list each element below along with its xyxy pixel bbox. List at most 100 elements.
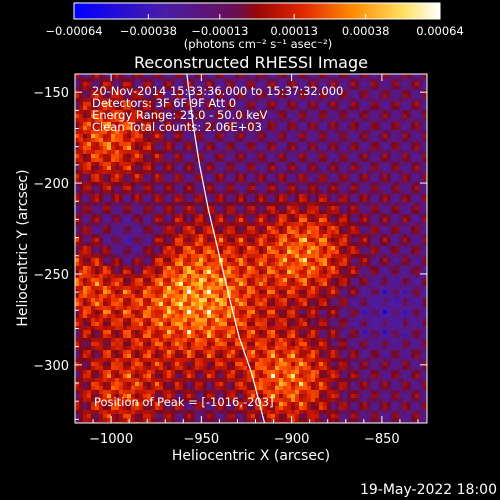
- heatmap-cell: [159, 90, 163, 94]
- heatmap-cell: [423, 142, 427, 146]
- heatmap-cell: [383, 254, 387, 258]
- heatmap-cell: [91, 150, 95, 154]
- heatmap-cell: [387, 286, 391, 290]
- heatmap-cell: [383, 186, 387, 190]
- heatmap-cell: [83, 298, 87, 302]
- heatmap-cell: [111, 202, 115, 206]
- heatmap-cell: [83, 178, 87, 182]
- heatmap-cell: [331, 110, 335, 114]
- heatmap-cell: [243, 166, 247, 170]
- heatmap-cell: [311, 110, 315, 114]
- heatmap-cell: [223, 94, 227, 98]
- heatmap-cell: [187, 174, 191, 178]
- heatmap-cell: [375, 234, 379, 238]
- heatmap-cell: [215, 118, 219, 122]
- heatmap-cell: [379, 102, 383, 106]
- heatmap-cell: [207, 250, 211, 254]
- heatmap-cell: [171, 274, 175, 278]
- heatmap-cell: [307, 274, 311, 278]
- heatmap-cell: [351, 222, 355, 226]
- heatmap-cell: [311, 178, 315, 182]
- heatmap-cell: [195, 174, 199, 178]
- heatmap-cell: [287, 78, 291, 82]
- heatmap-cell: [191, 150, 195, 154]
- heatmap-cell: [311, 74, 315, 78]
- heatmap-cell: [347, 262, 351, 266]
- heatmap-cell: [327, 258, 331, 262]
- heatmap-cell: [115, 274, 119, 278]
- heatmap-cell: [103, 262, 107, 266]
- heatmap-cell: [247, 126, 251, 130]
- heatmap-cell: [243, 130, 247, 134]
- heatmap-cell: [259, 214, 263, 218]
- heatmap-cell: [111, 262, 115, 266]
- heatmap-cell: [159, 170, 163, 174]
- heatmap-cell: [119, 194, 123, 198]
- heatmap-cell: [403, 178, 407, 182]
- heatmap-cell: [223, 162, 227, 166]
- heatmap-cell: [219, 206, 223, 210]
- heatmap-cell: [171, 234, 175, 238]
- heatmap-cell: [367, 214, 371, 218]
- heatmap-cell: [235, 250, 239, 254]
- heatmap-cell: [283, 182, 287, 186]
- heatmap-cell: [287, 130, 291, 134]
- heatmap-cell: [163, 226, 167, 230]
- heatmap-cell: [175, 106, 179, 110]
- heatmap-cell: [255, 94, 259, 98]
- heatmap-cell: [199, 198, 203, 202]
- heatmap-cell: [335, 194, 339, 198]
- heatmap-cell: [155, 222, 159, 226]
- heatmap-cell: [303, 238, 307, 242]
- heatmap-cell: [211, 122, 215, 126]
- heatmap-cell: [307, 74, 311, 78]
- heatmap-cell: [147, 94, 151, 98]
- heatmap-cell: [207, 206, 211, 210]
- heatmap-cell: [291, 150, 295, 154]
- heatmap-cell: [99, 74, 103, 78]
- heatmap-cell: [175, 294, 179, 298]
- heatmap-cell: [335, 238, 339, 242]
- heatmap-cell: [123, 122, 127, 126]
- heatmap-cell: [419, 102, 423, 106]
- heatmap-cell: [223, 154, 227, 158]
- heatmap-cell: [355, 226, 359, 230]
- heatmap-cell: [355, 78, 359, 82]
- heatmap-cell: [195, 90, 199, 94]
- heatmap-cell: [231, 162, 235, 166]
- heatmap-cell: [251, 234, 255, 238]
- heatmap-cell: [395, 278, 399, 282]
- heatmap-cell: [303, 286, 307, 290]
- heatmap-cell: [119, 294, 123, 298]
- heatmap-cell: [383, 270, 387, 274]
- heatmap-cell: [155, 234, 159, 238]
- heatmap-cell: [415, 134, 419, 138]
- heatmap-cell: [263, 78, 267, 82]
- heatmap-cell: [243, 238, 247, 242]
- heatmap-cell: [147, 134, 151, 138]
- heatmap-cell: [283, 134, 287, 138]
- heatmap-cell: [127, 242, 131, 246]
- heatmap-cell: [79, 102, 83, 106]
- heatmap-cell: [335, 142, 339, 146]
- heatmap-cell: [267, 130, 271, 134]
- heatmap-cell: [347, 246, 351, 250]
- heatmap-cell: [83, 270, 87, 274]
- heatmap-cell: [335, 82, 339, 86]
- heatmap-cell: [95, 238, 99, 242]
- heatmap-cell: [311, 230, 315, 234]
- heatmap-cell: [127, 214, 131, 218]
- heatmap-cell: [91, 214, 95, 218]
- heatmap-cell: [411, 274, 415, 278]
- heatmap-cell: [363, 286, 367, 290]
- heatmap-cell: [351, 130, 355, 134]
- heatmap-cell: [163, 174, 167, 178]
- heatmap-cell: [223, 230, 227, 234]
- heatmap-cell: [415, 210, 419, 214]
- heatmap-cell: [343, 222, 347, 226]
- heatmap-cell: [319, 238, 323, 242]
- heatmap-cell: [207, 282, 211, 286]
- heatmap-cell: [391, 234, 395, 238]
- heatmap-cell: [95, 162, 99, 166]
- heatmap-cell: [407, 206, 411, 210]
